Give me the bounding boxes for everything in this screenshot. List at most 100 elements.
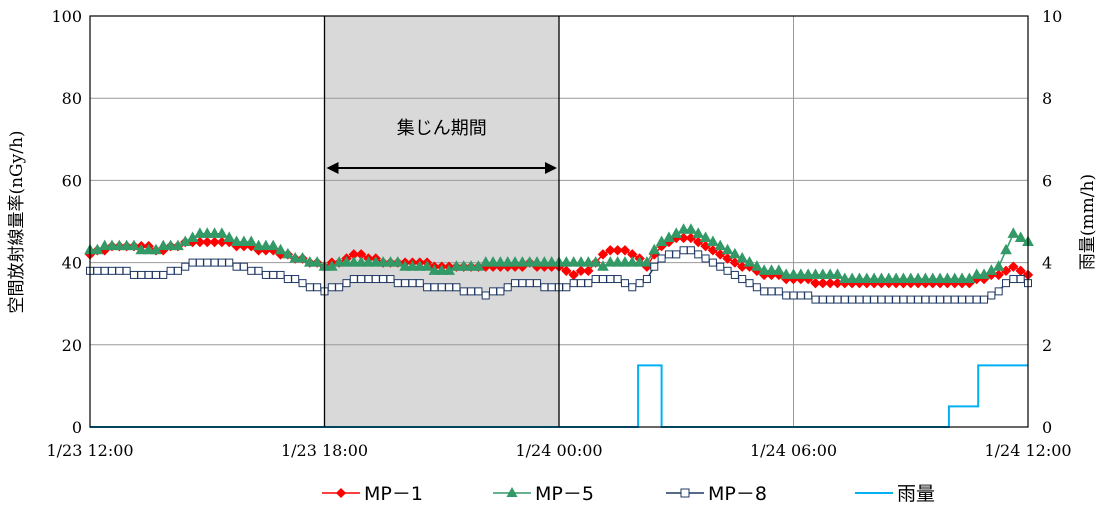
data-point bbox=[567, 256, 580, 267]
data-point bbox=[223, 231, 236, 242]
data-point bbox=[415, 279, 424, 288]
data-point bbox=[276, 270, 285, 279]
data-point bbox=[209, 236, 220, 248]
data-point bbox=[892, 295, 901, 304]
data-point bbox=[269, 270, 278, 279]
data-point bbox=[239, 262, 248, 271]
data-point bbox=[810, 277, 821, 289]
data-point bbox=[106, 239, 118, 251]
data-point bbox=[217, 258, 226, 267]
legend-marker bbox=[680, 488, 690, 498]
data-point bbox=[899, 295, 908, 304]
left-tick-label: 100 bbox=[51, 7, 82, 26]
data-point bbox=[897, 272, 910, 284]
data-point bbox=[921, 295, 930, 304]
data-point bbox=[789, 291, 798, 300]
data-point bbox=[958, 295, 967, 304]
data-point bbox=[164, 239, 177, 251]
data-point bbox=[633, 256, 646, 267]
left-axis-title: 空間放射線量率(nGy/h) bbox=[7, 130, 27, 313]
x-tick-label: 1/23 12:00 bbox=[46, 441, 133, 460]
data-point bbox=[677, 223, 690, 234]
data-point bbox=[137, 270, 146, 279]
right-tick-label: 10 bbox=[1042, 7, 1062, 26]
data-point bbox=[714, 239, 727, 251]
data-point bbox=[305, 283, 314, 292]
data-point bbox=[584, 279, 593, 288]
data-point bbox=[481, 291, 490, 300]
data-point bbox=[1009, 275, 1018, 284]
data-point bbox=[672, 250, 681, 259]
data-point bbox=[100, 266, 109, 275]
data-point bbox=[369, 256, 382, 267]
data-point bbox=[487, 256, 499, 267]
legend-label: 雨量 bbox=[897, 483, 935, 505]
data-point bbox=[860, 272, 873, 284]
legend-item: MP－1 bbox=[322, 483, 423, 505]
data-point bbox=[355, 256, 367, 267]
data-point bbox=[327, 283, 336, 292]
data-point bbox=[589, 256, 602, 267]
data-point bbox=[826, 295, 835, 304]
data-point bbox=[452, 283, 461, 292]
data-point bbox=[333, 256, 346, 267]
data-point bbox=[511, 279, 520, 288]
data-point bbox=[877, 295, 886, 304]
data-point bbox=[612, 245, 623, 256]
data-point bbox=[575, 256, 587, 267]
data-point bbox=[545, 256, 558, 267]
data-point bbox=[642, 275, 651, 284]
data-point bbox=[928, 295, 937, 304]
data-point bbox=[474, 287, 483, 296]
data-point bbox=[428, 264, 441, 275]
data-point bbox=[926, 272, 939, 284]
data-point bbox=[362, 256, 375, 267]
left-tick-label: 40 bbox=[62, 254, 82, 273]
data-point bbox=[641, 256, 653, 267]
data-point bbox=[818, 295, 827, 304]
data-point bbox=[657, 254, 666, 263]
data-point bbox=[767, 287, 776, 296]
data-point bbox=[342, 279, 351, 288]
data-point bbox=[855, 295, 864, 304]
legend-label: MP－1 bbox=[364, 483, 423, 505]
data-point bbox=[620, 279, 629, 288]
data-point bbox=[648, 243, 661, 255]
right-tick-label: 8 bbox=[1042, 89, 1052, 108]
period-label: 集じん期間 bbox=[397, 118, 487, 139]
data-point bbox=[135, 243, 148, 255]
data-point bbox=[824, 277, 836, 289]
data-point bbox=[245, 235, 258, 247]
data-point bbox=[884, 295, 893, 304]
data-point bbox=[159, 270, 168, 279]
data-point bbox=[181, 262, 190, 271]
data-point bbox=[948, 272, 961, 284]
left-tick-label: 20 bbox=[62, 336, 82, 355]
right-tick-label: 6 bbox=[1042, 171, 1052, 190]
data-point bbox=[809, 268, 822, 279]
data-point bbox=[151, 270, 160, 279]
data-point bbox=[467, 287, 476, 296]
data-point bbox=[120, 239, 133, 251]
data-point bbox=[122, 266, 131, 275]
data-point bbox=[503, 283, 512, 292]
data-point bbox=[802, 268, 815, 279]
data-point bbox=[575, 265, 587, 277]
data-point bbox=[987, 291, 996, 300]
legend-item: 雨量 bbox=[855, 483, 935, 505]
data-point bbox=[970, 268, 983, 279]
data-point bbox=[516, 256, 529, 267]
data-point bbox=[619, 256, 631, 267]
data-point bbox=[848, 295, 857, 304]
data-point bbox=[195, 258, 204, 267]
x-tick-label: 1/24 06:00 bbox=[750, 441, 837, 460]
data-point bbox=[611, 256, 624, 267]
data-point bbox=[129, 270, 138, 279]
data-point bbox=[699, 231, 712, 242]
data-point bbox=[994, 287, 1003, 296]
data-point bbox=[1014, 231, 1027, 242]
data-point bbox=[882, 272, 895, 284]
x-tick-label: 1/23 18:00 bbox=[281, 441, 368, 460]
data-point bbox=[531, 256, 543, 267]
data-point bbox=[780, 268, 793, 279]
